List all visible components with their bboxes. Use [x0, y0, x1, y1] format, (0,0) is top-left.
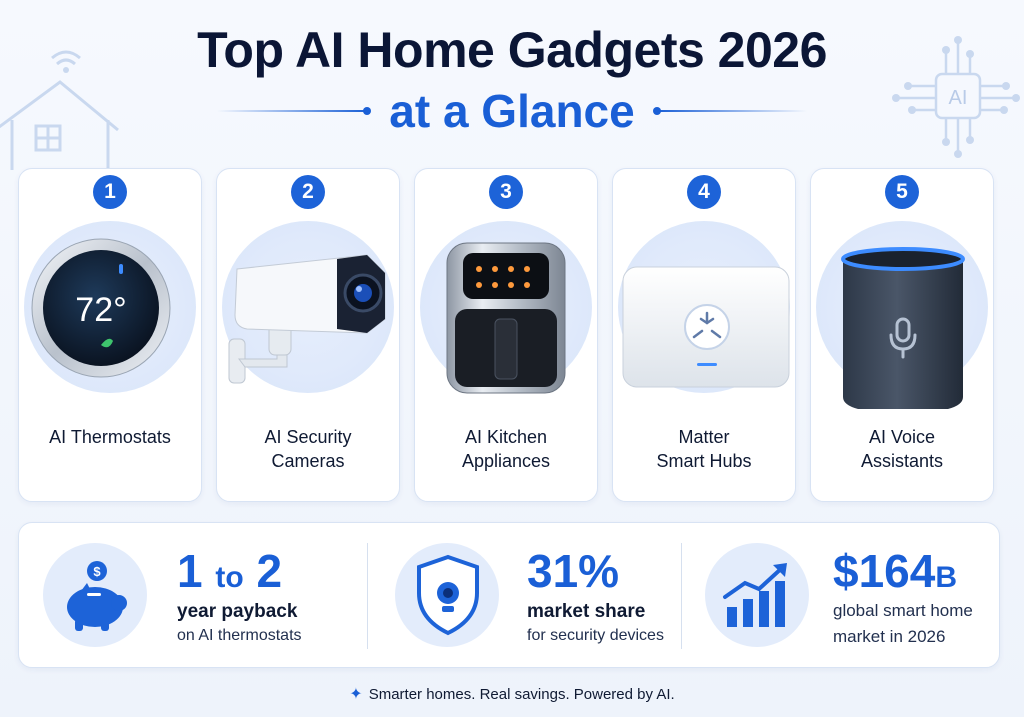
security-shield-icon: [417, 554, 479, 636]
number-badge: 4: [687, 175, 721, 209]
subtitle-row: at a Glance: [0, 84, 1024, 138]
stat-value: 31%: [527, 545, 620, 597]
page-title: Top AI Home Gadgets 2026: [197, 22, 827, 78]
air-fryer-icon: [446, 242, 566, 394]
gadget-label: Matter Smart Hubs: [656, 427, 752, 471]
stat-market-size: $164B global smart home market in 2026: [687, 523, 999, 669]
security-camera-icon: [228, 254, 386, 384]
growth-chart-icon: [723, 563, 787, 627]
stat-subtitle: market in 2026: [833, 627, 946, 646]
divider: [367, 543, 368, 649]
svg-text:$: $: [93, 564, 101, 579]
gadget-card-assistants[interactable]: 5 AI Voice Assistants: [810, 168, 994, 502]
gadget-card-thermostats[interactable]: 1 72° AI Thermostats: [18, 168, 202, 502]
title-rule-left: [217, 107, 372, 115]
smart-thermostat-icon: 72°: [31, 238, 171, 378]
gadget-cards: 1 72° AI Thermostats 2: [18, 168, 1006, 502]
stat-value: 1 to 2: [177, 545, 283, 597]
number-badge: 5: [885, 175, 919, 209]
gadget-label: AI Kitchen Appliances: [461, 427, 551, 471]
house-wifi-icon: [0, 50, 119, 170]
stat-title: year payback: [177, 601, 298, 622]
footer-tagline: ✦ Smarter homes. Real savings. Powered by…: [349, 686, 675, 703]
piggy-bank-icon: $: [67, 561, 127, 631]
title-rule-right: [652, 107, 807, 115]
stat-title: market share: [527, 601, 646, 622]
page-subtitle: at a Glance: [389, 85, 635, 137]
gadget-card-kitchen[interactable]: 3 AI Kitchen Appliances: [414, 168, 598, 502]
ai-chip-icon: AI: [892, 36, 1020, 158]
title-block: Top AI Home Gadgets 2026 at a Glance: [0, 22, 1024, 138]
divider: [681, 543, 682, 649]
stat-title: global smart home: [833, 601, 973, 620]
stat-subtitle: for security devices: [527, 627, 664, 644]
chip-label: AI: [949, 87, 968, 109]
stat-payback: $ 1 to 2 year payback on AI thermostats: [19, 523, 359, 669]
gadget-label: AI Thermostats: [49, 427, 171, 447]
number-badge: 3: [489, 175, 523, 209]
stat-market-share: 31% market share for security devices: [377, 523, 677, 669]
gadget-label: AI Security Cameras: [264, 427, 352, 471]
thermostat-temp: 72°: [75, 291, 126, 329]
sparkle-icon: ✦: [349, 686, 363, 703]
matter-hub-icon: [622, 266, 790, 388]
icon-backdrop: [705, 543, 809, 647]
gadget-card-cameras[interactable]: 2 AI Security Cameras: [216, 168, 400, 502]
gadget-card-hubs[interactable]: 4 Matter Smart Hubs: [612, 168, 796, 502]
smart-speaker-icon: [841, 247, 965, 409]
stat-value: $164B: [833, 545, 958, 597]
number-badge: 2: [291, 175, 325, 209]
stat-subtitle: on AI thermostats: [177, 627, 302, 644]
gadget-label: AI Voice Assistants: [860, 427, 944, 471]
stats-panel: $ 1 to 2 year payback on AI thermostats …: [18, 522, 1000, 668]
number-badge: 1: [93, 175, 127, 209]
